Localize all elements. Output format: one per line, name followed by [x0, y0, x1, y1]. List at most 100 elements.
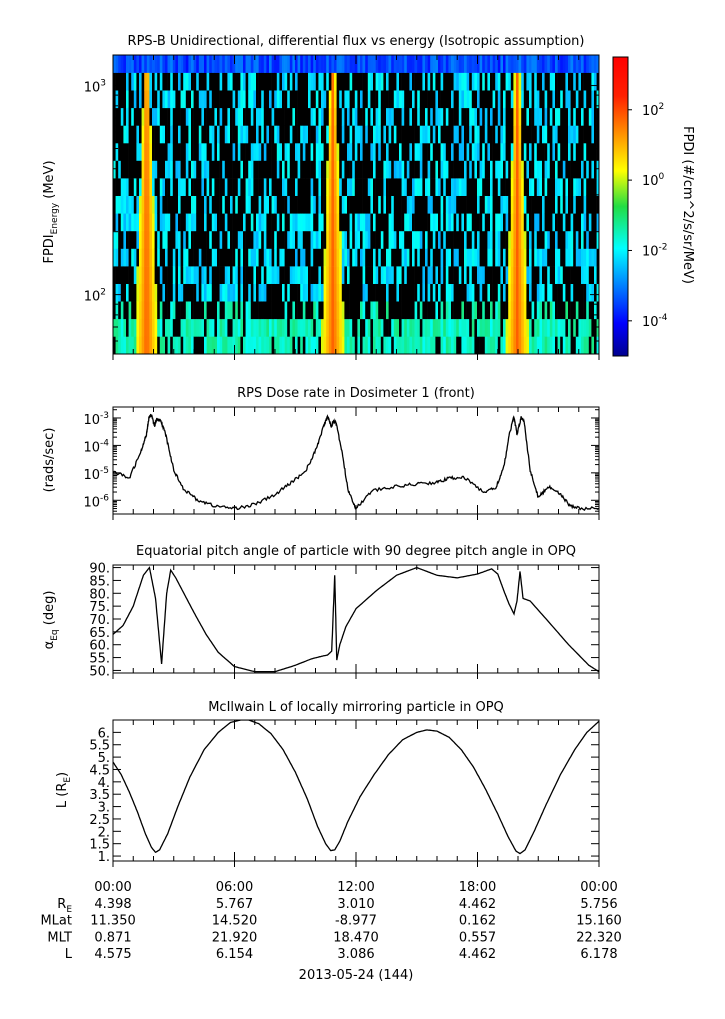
spectrogram-cell	[388, 178, 392, 196]
spectrogram-cell	[412, 283, 415, 302]
spectrogram-cell	[120, 55, 124, 73]
spectrogram-cell	[547, 125, 551, 144]
spectrogram-cell	[510, 318, 514, 337]
spectrogram-cell	[201, 248, 205, 267]
spectrogram-cell	[297, 55, 301, 73]
spectrogram-cell	[315, 160, 319, 179]
spectrogram-cell	[583, 142, 587, 161]
spectrogram-cell	[352, 90, 356, 109]
spectrogram-cell	[172, 301, 176, 320]
spectrogram-cell	[245, 55, 249, 73]
spectrogram-cell	[375, 55, 379, 73]
spectrogram-cell	[383, 178, 387, 196]
spectrogram-cell	[505, 178, 509, 196]
spectrogram-cell	[531, 125, 535, 144]
spectrogram-cell	[427, 107, 431, 126]
spectrogram-cell	[274, 107, 278, 126]
spectrogram-cell	[388, 248, 392, 267]
spectrogram-cell	[560, 336, 564, 354]
spectrogram-cell	[318, 213, 322, 232]
spectrogram-cell	[149, 90, 153, 109]
spectrogram-cell	[222, 336, 226, 354]
spectrogram-cell	[274, 90, 278, 109]
spectrogram-cell	[191, 283, 194, 302]
spectrogram-cell	[492, 230, 496, 249]
spectrogram-cell	[193, 248, 197, 267]
spectrogram-cell	[245, 125, 249, 144]
spectrogram-cell	[412, 55, 415, 73]
spectrogram-cell	[334, 195, 337, 214]
spectrogram-cell	[404, 318, 408, 337]
spectrogram-cell	[341, 55, 345, 73]
spectrogram-cell	[344, 266, 348, 284]
spectrogram-cell	[240, 55, 244, 73]
spectrogram-cell	[440, 266, 444, 284]
spectrogram-cell	[248, 107, 252, 126]
spectrogram-cell	[414, 195, 418, 214]
spectrogram-cell	[292, 230, 296, 249]
spectrogram-cell	[162, 90, 166, 109]
spectrogram-cell	[453, 55, 457, 73]
spectrogram-cell	[497, 160, 501, 179]
spectrogram-cell	[336, 72, 340, 91]
spectrogram-cell	[594, 230, 597, 249]
spectrogram-cell	[206, 301, 210, 320]
spectrogram-cell	[380, 195, 384, 214]
spectrogram-cell	[253, 336, 257, 354]
spectrogram-cell	[399, 301, 402, 320]
spectrogram-cell	[167, 178, 171, 196]
spectrogram-cell	[570, 301, 574, 320]
spectrogram-cell	[146, 178, 150, 196]
spectrogram-cell	[419, 230, 423, 249]
spectrogram-cell	[461, 90, 465, 109]
spectrogram-cell	[443, 107, 447, 126]
spectrogram-cell	[406, 160, 410, 179]
spectrogram-cell	[175, 107, 179, 126]
spectrogram-cell	[430, 195, 434, 214]
spectrogram-cell	[477, 318, 480, 337]
spectrogram-cell	[258, 301, 262, 320]
spectrogram-cell	[539, 336, 543, 354]
spectrogram-cell	[289, 283, 293, 302]
spectrogram-cell	[516, 248, 519, 267]
spectrogram-cell	[243, 107, 246, 126]
spectrogram-cell	[575, 55, 579, 73]
spectrogram-cell	[115, 160, 119, 179]
spectrogram-cell	[466, 72, 470, 91]
spectrogram-cell	[383, 248, 387, 267]
spectrogram-cell	[487, 72, 491, 91]
spectrogram-cell	[315, 90, 319, 109]
spectrogram-cell	[542, 107, 545, 126]
spectrogram-cell	[250, 248, 254, 267]
spectrogram-cell	[256, 266, 259, 284]
spectrogram-cell	[378, 301, 382, 320]
spectrogram-cell	[383, 90, 387, 109]
spectrogram-cell	[115, 283, 119, 302]
spectrogram-cell	[464, 336, 467, 354]
spectrogram-cell	[230, 195, 233, 214]
spectrogram-cell	[315, 301, 319, 320]
spectrogram-cell	[204, 318, 207, 337]
spectrogram-cell	[206, 336, 210, 354]
spectrogram-cell	[248, 266, 252, 284]
spectrogram-cell	[318, 248, 322, 267]
spectrogram-cell	[406, 55, 410, 73]
spectrogram-cell	[282, 318, 285, 337]
spectrogram-cell	[438, 266, 441, 284]
spectrogram-cell	[352, 301, 356, 320]
spectrogram-cell	[323, 213, 327, 232]
spectrogram-cell	[578, 55, 582, 73]
spectrogram-cell	[396, 336, 400, 354]
spectrogram-cell	[357, 248, 361, 267]
spectrogram-cell	[302, 248, 306, 267]
spectrogram-cell	[404, 248, 408, 267]
spectrogram-cell	[562, 301, 566, 320]
spectrogram-cell	[573, 107, 577, 126]
spectrogram-cell	[443, 142, 447, 161]
spectrogram-cell	[500, 72, 504, 91]
spectrogram-cell	[336, 125, 340, 144]
spectrogram-cell	[508, 55, 512, 73]
spectrogram-cell	[430, 283, 434, 302]
spectrogram-cell	[279, 125, 283, 144]
spectrogram-cell	[224, 301, 228, 320]
